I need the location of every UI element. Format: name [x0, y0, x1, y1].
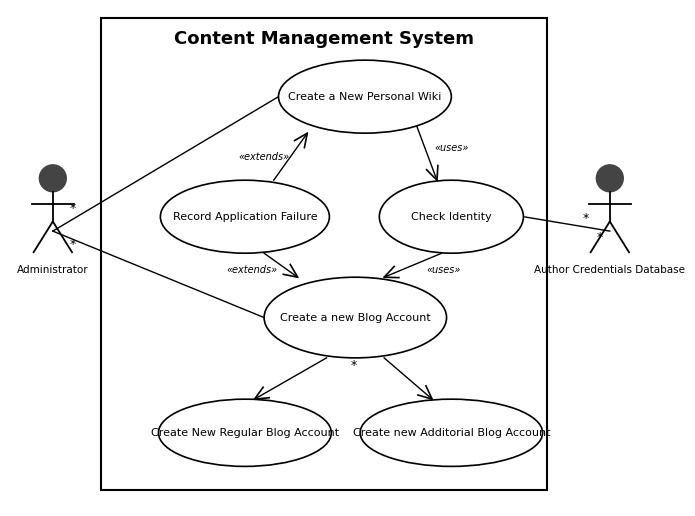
Ellipse shape [161, 180, 329, 253]
Text: Create New Regular Blog Account: Create New Regular Blog Account [151, 428, 339, 438]
Circle shape [596, 165, 623, 192]
Text: Content Management System: Content Management System [174, 30, 474, 48]
Text: «extends»: «extends» [238, 152, 289, 162]
Text: Create new Additorial Blog Account: Create new Additorial Blog Account [352, 428, 550, 438]
Ellipse shape [379, 180, 523, 253]
Text: Administrator: Administrator [17, 265, 89, 275]
Text: «extends»: «extends» [227, 265, 277, 275]
Text: *: * [583, 212, 589, 224]
Text: Check Identity: Check Identity [411, 212, 492, 222]
Text: Create a New Personal Wiki: Create a New Personal Wiki [288, 92, 441, 102]
Text: *: * [70, 238, 76, 251]
Text: «uses»: «uses» [434, 143, 469, 153]
Text: Create a new Blog Account: Create a new Blog Account [280, 313, 431, 322]
Text: *: * [596, 231, 603, 244]
Ellipse shape [360, 399, 543, 466]
Ellipse shape [264, 277, 447, 358]
Text: Record Application Failure: Record Application Failure [172, 212, 317, 222]
Text: «uses»: «uses» [427, 265, 461, 275]
Text: Author Credentials Database: Author Credentials Database [534, 265, 685, 275]
Ellipse shape [158, 399, 332, 466]
Ellipse shape [279, 60, 451, 133]
Bar [101, 18, 548, 490]
Text: *: * [70, 202, 76, 215]
Circle shape [40, 165, 66, 192]
Text: *: * [350, 360, 357, 373]
